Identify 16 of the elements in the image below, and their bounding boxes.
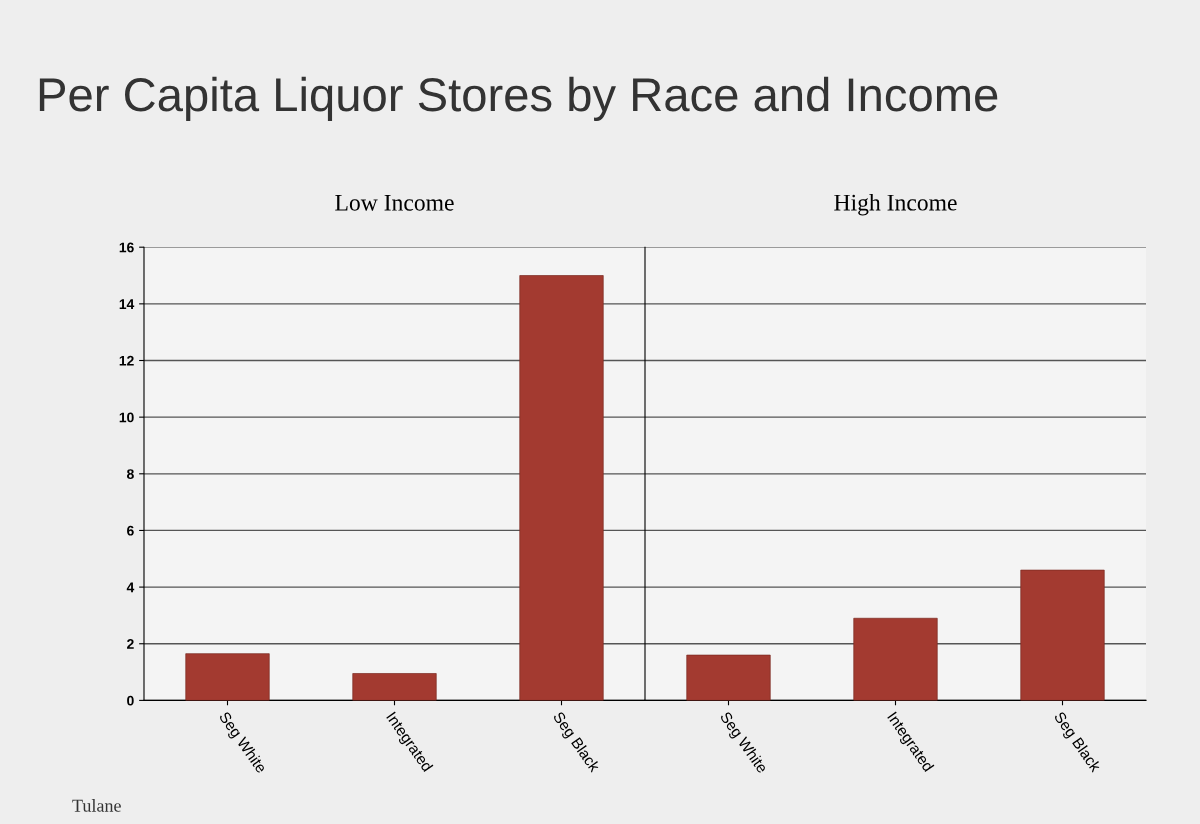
text: Tulane [72,799,121,812]
bar [352,673,437,701]
chart-subtitle: Low Income [335,194,454,211]
y-tick-label: 2 [127,639,134,649]
y-tick-label: 0 [127,695,134,706]
y-tick-label: 10 [119,412,134,423]
y-tick-label: 4 [126,582,135,593]
bar [185,653,270,701]
y-tick-label: 12 [119,355,134,366]
y-tick-label: 16 [119,242,134,253]
chart-title: Per Capita Liquor Stores by Race and Income [39,76,998,121]
y-tick-label: 6 [127,525,134,536]
y-tick-label: 14 [119,299,135,309]
chart-subtitle: High Income [834,194,957,216]
bar [519,275,604,701]
y-tick-label: 8 [126,469,134,479]
